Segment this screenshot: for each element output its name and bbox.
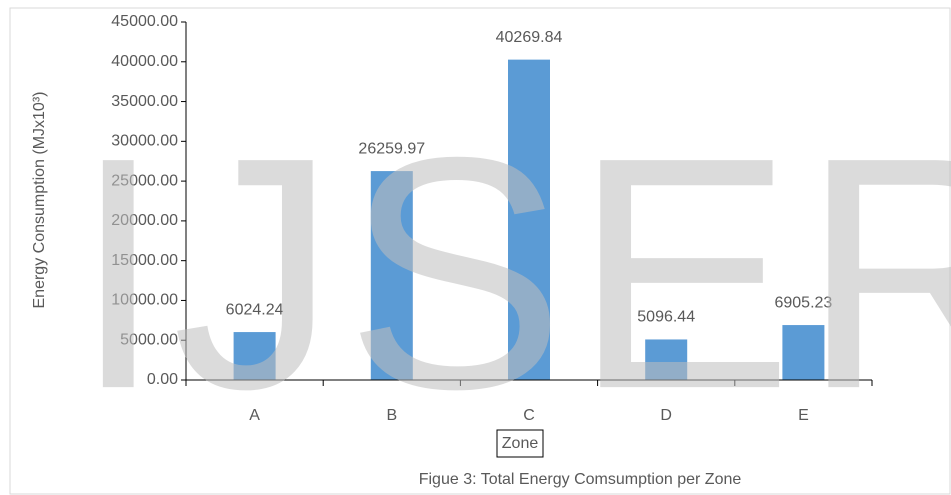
bar bbox=[233, 332, 276, 380]
data-label: 5096.44 bbox=[637, 309, 695, 326]
data-label: 26259.97 bbox=[358, 140, 425, 157]
bar bbox=[645, 339, 688, 380]
watermark: IJSER bbox=[72, 88, 951, 457]
x-tick-label: C bbox=[523, 407, 535, 424]
bar bbox=[782, 325, 825, 380]
y-tick-label: 10000.00 bbox=[111, 292, 178, 309]
y-tick-label: 30000.00 bbox=[111, 133, 178, 150]
x-axis-label: Zone bbox=[502, 435, 539, 452]
x-tick-label: A bbox=[249, 407, 260, 424]
x-tick-label: B bbox=[386, 407, 397, 424]
caption: Figue 3: Total Energy Comsumption per Zo… bbox=[419, 471, 742, 488]
data-label: 6905.23 bbox=[774, 294, 832, 311]
y-tick-label: 0.00 bbox=[147, 371, 178, 388]
y-axis-label: Energy Consumption (MJx10³) bbox=[31, 92, 48, 309]
bar bbox=[370, 171, 413, 380]
bar bbox=[508, 59, 550, 381]
chart-frame bbox=[9, 7, 951, 495]
y-tick-label: 25000.00 bbox=[111, 172, 178, 189]
y-tick-label: 45000.00 bbox=[111, 13, 178, 30]
data-label: 40269.84 bbox=[496, 29, 563, 46]
y-tick-label: 15000.00 bbox=[111, 252, 178, 269]
y-tick-label: 40000.00 bbox=[111, 53, 178, 70]
y-tick-label: 20000.00 bbox=[111, 212, 178, 229]
x-tick-label: D bbox=[660, 407, 672, 424]
y-tick-label: 35000.00 bbox=[111, 93, 178, 110]
x-tick-label: E bbox=[798, 407, 809, 424]
y-tick-label: 5000.00 bbox=[120, 331, 178, 348]
x-label-box bbox=[496, 429, 544, 458]
data-label: 6024.24 bbox=[226, 301, 284, 318]
